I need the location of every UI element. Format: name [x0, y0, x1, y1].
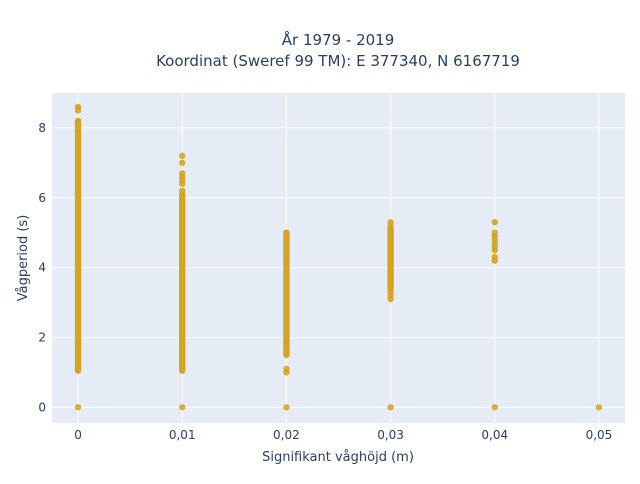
data-point [595, 404, 603, 411]
data-point [387, 219, 394, 226]
series-column [283, 229, 290, 411]
data-point [387, 288, 394, 296]
data-point [283, 404, 290, 411]
series-column [387, 219, 394, 411]
dense-points-band [74, 117, 82, 374]
data-point [179, 159, 186, 167]
tick-labels: 0 0,01 0,02 0,03 0,04 0,05 0 2 4 6 8 [38, 121, 612, 442]
y-tick-label: 4 [38, 261, 46, 275]
data-points [74, 103, 603, 411]
dense-points-band [179, 191, 186, 374]
x-tick-label: 0,03 [377, 428, 404, 442]
y-tick-label: 8 [38, 121, 46, 135]
series-column [491, 219, 498, 411]
dense-points-band [283, 229, 290, 359]
data-point [491, 253, 498, 261]
x-tick-label: 0,01 [169, 428, 196, 442]
y-tick-label: 2 [38, 330, 46, 344]
data-point [491, 404, 498, 411]
y-tick-label: 6 [38, 191, 46, 205]
data-point [491, 219, 498, 226]
data-point [283, 365, 290, 373]
series-column [595, 404, 603, 411]
series-column [74, 103, 82, 411]
x-tick-label: 0,05 [586, 428, 613, 442]
y-tick-label: 0 [38, 400, 46, 414]
data-point [74, 404, 82, 411]
dense-points-band [387, 225, 394, 292]
data-point [491, 229, 498, 236]
data-point [179, 152, 186, 160]
chart-title-line2: Koordinat (Sweref 99 TM): E 377340, N 61… [156, 52, 520, 70]
x-axis-label: Signifikant våghöjd (m) [262, 450, 414, 465]
y-axis-label: Vågperiod (s) [16, 215, 31, 302]
chart-title-line1: År 1979 - 2019 [282, 30, 395, 49]
data-point [387, 404, 394, 411]
series-column [179, 152, 186, 411]
x-tick-label: 0 [74, 428, 82, 442]
data-point [179, 404, 186, 411]
x-tick-label: 0,02 [273, 428, 300, 442]
data-point [179, 170, 186, 177]
x-tick-label: 0,04 [481, 428, 508, 442]
plot-area [52, 93, 625, 423]
data-point [179, 187, 186, 194]
data-point [74, 103, 82, 111]
